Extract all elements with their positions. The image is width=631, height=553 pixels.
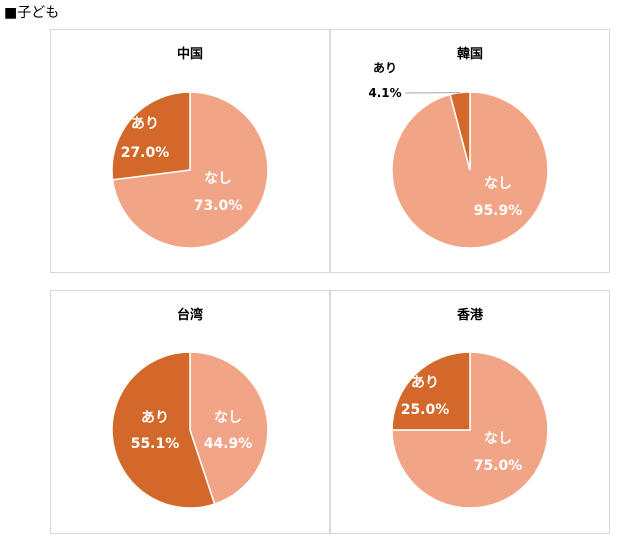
data-label-nashi: 75.0% xyxy=(474,458,523,474)
data-label-ari: 4.1% xyxy=(368,86,401,100)
pie-slice-nashi xyxy=(391,351,549,509)
pie-slice-ari xyxy=(111,91,191,181)
pie-slice-ari xyxy=(391,351,471,431)
slice-label-ari: あり xyxy=(141,410,169,426)
slice-label-nashi: なし xyxy=(214,410,242,426)
chart-title: 香港 xyxy=(456,308,483,323)
slice-label-nashi: なし xyxy=(484,431,512,447)
slice-label-ari: あり xyxy=(131,116,159,132)
pie-slice-ari xyxy=(449,91,471,171)
section-heading: ■子ども xyxy=(4,5,60,21)
data-label-ari: 55.1% xyxy=(131,436,180,452)
pie-slice-ari xyxy=(111,351,216,509)
chart-title: 台湾 xyxy=(176,308,203,323)
slice-label-nashi: なし xyxy=(484,176,512,192)
data-label-nashi: 95.9% xyxy=(474,203,523,219)
data-label-ari: 25.0% xyxy=(401,402,450,418)
chart-title: 中国 xyxy=(176,47,203,62)
slice-label-nashi: なし xyxy=(204,171,232,187)
data-label-nashi: 44.9% xyxy=(204,436,253,452)
data-label-nashi: 73.0% xyxy=(194,198,243,214)
chart-title: 韓国 xyxy=(456,47,483,62)
slice-label-ari: あり xyxy=(373,61,397,75)
pie-slice-nashi xyxy=(189,351,269,505)
slice-label-ari: あり xyxy=(411,375,439,391)
data-label-ari: 27.0% xyxy=(121,145,170,161)
